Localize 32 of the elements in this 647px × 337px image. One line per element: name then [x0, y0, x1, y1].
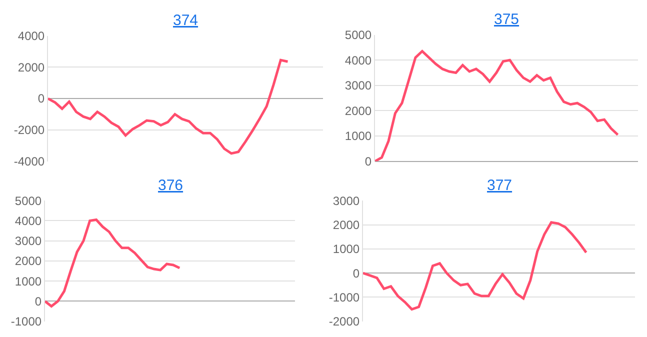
y-tick-label: 2000	[14, 254, 42, 268]
y-tick-label: 1000	[14, 274, 42, 288]
y-tick-label: 4000	[18, 28, 45, 43]
chart-title: 375	[494, 11, 520, 28]
line-series	[363, 221, 588, 311]
y-tick-label: 3000	[14, 234, 42, 248]
line-series	[45, 218, 181, 308]
y-tick-label: 4000	[14, 214, 42, 228]
y-tick-label: -2000	[328, 314, 360, 329]
chart-title: 376	[158, 177, 184, 194]
y-tick-label: 3000	[344, 78, 372, 93]
chart-title: 377	[487, 177, 512, 194]
y-tick-label: 1000	[344, 129, 372, 144]
y-tick-label: 0	[364, 154, 372, 169]
y-tick-label: -2000	[14, 123, 45, 138]
y-tick-label: 1000	[332, 242, 360, 256]
line-series	[48, 58, 289, 155]
chart-title: 374	[173, 12, 198, 29]
y-tick-label: 0	[352, 266, 360, 280]
y-tick-label: 5000	[14, 194, 42, 208]
line-series	[375, 50, 620, 162]
y-tick-label: 2000	[332, 218, 360, 232]
y-tick-label: 0	[38, 92, 45, 106]
y-tick-label: 4000	[344, 53, 372, 68]
y-tick-label: -4000	[14, 154, 45, 169]
y-tick-label: 2000	[18, 60, 45, 74]
y-tick-label: 2000	[344, 104, 372, 118]
y-tick-label: -1000	[10, 314, 42, 329]
y-tick-label: -1000	[328, 290, 360, 304]
y-tick-label: 5000	[344, 28, 372, 42]
y-tick-label: 3000	[332, 194, 360, 208]
y-tick-label: 0	[34, 294, 42, 308]
